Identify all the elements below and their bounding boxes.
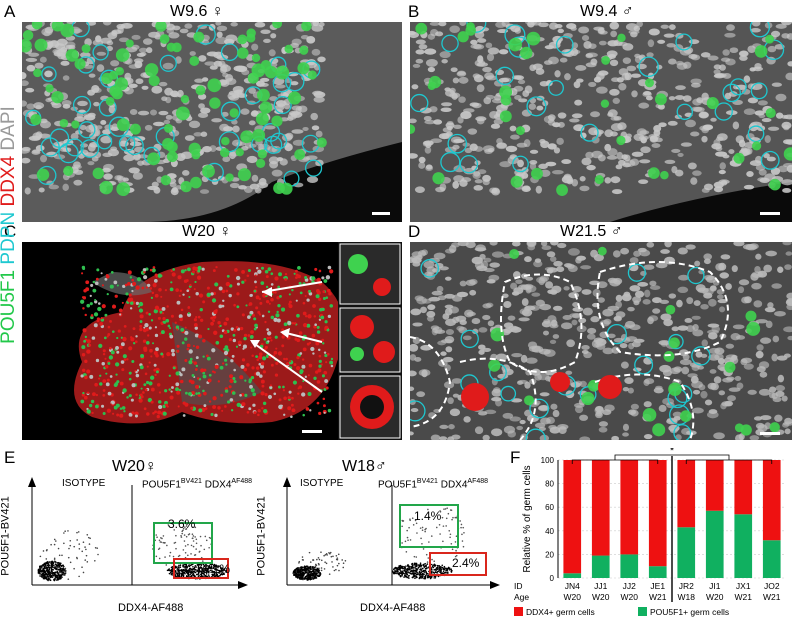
stain2-name: DDX4 [440, 479, 468, 491]
y-tick-label: 80 [545, 480, 554, 489]
bar-segment [734, 460, 753, 515]
significance-bracket [571, 454, 773, 464]
bar-segment [620, 554, 639, 578]
panel-letter-b: B [408, 2, 420, 21]
scale-bar [760, 212, 780, 215]
stain-name: POU5F1 [378, 479, 417, 491]
y-tick-label: 20 [545, 550, 554, 559]
bar-segment [648, 460, 667, 567]
legend-label: DDX4+ germ cells [526, 607, 595, 617]
significance-star: * [670, 448, 675, 457]
x-tick-age: W21 [735, 592, 753, 602]
facs-panel [28, 477, 500, 589]
row-label-id: ID [514, 581, 523, 591]
facs-right-stain-header: POU5F1BV421 DDX4AF488 [378, 478, 488, 490]
bar-segment [734, 514, 753, 578]
micrograph-d [410, 242, 792, 440]
panel-letter-f: F [510, 448, 521, 467]
micrograph-b [410, 22, 792, 222]
facs-left-title: W20♀ [112, 458, 157, 475]
bar-segment [705, 510, 724, 578]
bar-segment [563, 460, 582, 574]
bar-segment [762, 540, 781, 578]
scale-bar [760, 432, 780, 435]
micrograph-a [22, 22, 402, 222]
row-label-age: Age [514, 592, 529, 602]
facs-right-xlabel: DDX4-AF488 [360, 602, 426, 614]
bar-segment [563, 573, 582, 578]
x-tick-age: W20 [564, 592, 582, 602]
bar-segment [591, 460, 610, 556]
stain-sup: BV421 [180, 478, 202, 485]
micrograph-c [22, 242, 402, 440]
x-tick-id: JJ1 [594, 581, 608, 591]
panel-letter-a: A [4, 2, 16, 21]
scale-bar [302, 430, 322, 433]
x-tick-id: JO2 [764, 581, 780, 591]
x-tick-id: JJ2 [623, 581, 637, 591]
panel-title-c: W20 ♀ [182, 223, 232, 240]
x-tick-age: W21 [763, 592, 781, 602]
x-tick-age: W20 [592, 592, 610, 602]
x-tick-id: JI1 [709, 581, 721, 591]
facs-right-green-pct: 1.4% [414, 509, 442, 523]
legend-swatch [638, 607, 647, 616]
stain2-sup: AF488 [231, 478, 253, 485]
male-symbol: ♂ [695, 500, 706, 516]
x-tick-age: W18 [678, 592, 696, 602]
facs-left-xlabel: DDX4-AF488 [118, 602, 184, 614]
female-symbol: ♀ [638, 506, 649, 522]
facs-left-green-pct: 3.6% [168, 517, 196, 531]
stain-pdpn: PDPN [0, 211, 19, 265]
facs-right-isotype: ISOTYPE [300, 478, 344, 489]
stain-pou5f1: POU5F1 [0, 269, 19, 344]
bar-segment [762, 460, 781, 541]
x-tick-age: W20 [621, 592, 639, 602]
bar-segment [648, 566, 667, 578]
panel-letter-e: E [4, 448, 16, 467]
facs-left-isotype: ISOTYPE [62, 478, 106, 489]
scale-bar [372, 212, 390, 215]
facs-left-stain-header: POU5F1BV421 DDX4AF488 [142, 478, 252, 490]
bar-segment [591, 555, 610, 578]
stain-label: POU5F1 PDPN DDX4 DAPI [0, 60, 20, 390]
legend-swatch [514, 607, 523, 616]
facs-right-title: W18♂ [342, 458, 387, 475]
panel-title-d: W21.5 ♂ [560, 223, 623, 240]
stain-name: POU5F1 [142, 479, 181, 491]
y-tick-label: 40 [545, 527, 554, 536]
facs-left-ylabel: POU5F1-BV421 [0, 496, 12, 576]
legend-label: POU5F1+ germ cells [650, 607, 729, 617]
y-tick-label: 0 [550, 574, 555, 583]
stain-ddx4: DDX4 [0, 155, 19, 207]
stain2-name: DDX4 [204, 479, 232, 491]
y-tick-label: 100 [541, 456, 555, 465]
panel-title-b: W9.4 ♂ [580, 3, 634, 20]
stain-dapi: DAPI [0, 106, 19, 151]
facs-right-ylabel: POU5F1-BV421 [255, 496, 268, 576]
y-axis-label: Relative % of germ cells [522, 465, 533, 572]
x-tick-age: W21 [649, 592, 667, 602]
bar-segment [620, 460, 639, 555]
bar-segment [677, 527, 696, 578]
bar-segment [705, 460, 724, 511]
panel-letter-d: D [408, 222, 421, 241]
bar-segment [677, 460, 696, 528]
x-tick-id: JX1 [736, 581, 751, 591]
x-tick-age: W20 [706, 592, 724, 602]
panel-letter-c: C [4, 222, 17, 241]
x-tick-id: JE1 [650, 581, 665, 591]
stain2-sup: AF488 [467, 478, 489, 485]
facs-right-red-pct: 2.4% [452, 556, 480, 570]
panel-title-a: W9.6 ♀ [170, 3, 224, 20]
facs-left-red-pct: 70.1% [196, 562, 231, 576]
x-tick-id: JR2 [679, 581, 694, 591]
y-tick-label: 60 [545, 503, 554, 512]
x-tick-id: JN4 [565, 581, 580, 591]
stain-sup: BV421 [416, 478, 438, 485]
